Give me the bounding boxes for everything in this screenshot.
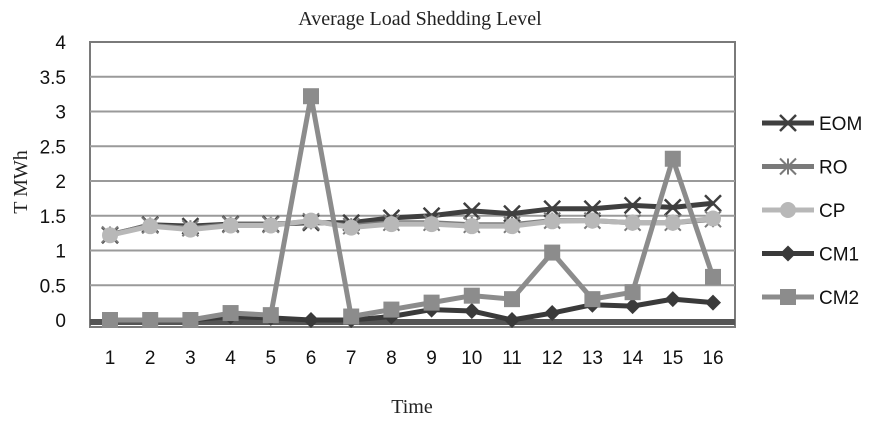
legend-item-cp: CP	[762, 201, 845, 222]
data-point	[102, 227, 118, 244]
series-cm2	[102, 88, 721, 328]
data-point	[383, 301, 400, 318]
y-tick-label: 3.5	[40, 68, 66, 89]
x-tick-label: 7	[346, 348, 357, 369]
data-point	[182, 312, 199, 328]
data-point	[463, 287, 480, 304]
legend: EOM RO CP CM1 CM2	[762, 114, 862, 309]
y-tick-label: 2	[55, 172, 66, 193]
data-point	[303, 312, 319, 328]
data-point	[504, 218, 520, 235]
data-point	[383, 216, 400, 233]
data-point	[343, 308, 360, 325]
data-point	[584, 212, 601, 229]
series-line	[110, 93, 716, 323]
data-point	[182, 221, 199, 238]
x-tick-label: 11	[502, 348, 522, 369]
x-tick-label: 13	[582, 348, 603, 369]
data-point	[663, 198, 682, 217]
data-point	[705, 268, 721, 285]
data-point	[463, 218, 480, 235]
data-point	[222, 217, 239, 234]
y-tick-label: 2.5	[40, 137, 66, 158]
data-point	[423, 216, 440, 233]
legend-label: CM1	[819, 245, 859, 266]
data-point	[664, 214, 681, 231]
data-point	[624, 298, 641, 315]
x-tick-label: 5	[266, 348, 277, 369]
series-cp	[102, 210, 721, 244]
x-tick-label: 4	[225, 348, 236, 369]
data-point	[303, 212, 319, 229]
legend-item-ro: RO	[762, 158, 848, 179]
x-tick-label: 8	[386, 348, 397, 369]
x-tick-label: 14	[622, 348, 644, 369]
series-line	[109, 216, 714, 238]
x-tick-label: 9	[426, 348, 437, 369]
data-point	[779, 157, 797, 176]
data-point	[544, 244, 561, 261]
data-point	[504, 291, 520, 308]
chart-title: Average Load Shedding Level	[298, 8, 542, 30]
data-point	[623, 196, 642, 215]
data-point	[504, 312, 520, 328]
data-point	[624, 284, 641, 301]
data-point	[462, 202, 481, 220]
y-tick-label: 1.5	[40, 207, 66, 228]
data-point	[262, 217, 279, 234]
data-point	[102, 312, 118, 328]
data-point	[780, 245, 796, 262]
data-point	[423, 294, 440, 311]
data-point	[544, 305, 561, 322]
x-tick-label: 15	[662, 348, 683, 369]
legend-item-cm2: CM2	[762, 288, 859, 309]
data-point	[222, 305, 239, 322]
data-point	[780, 289, 796, 305]
data-point	[262, 307, 279, 324]
data-point	[303, 88, 319, 105]
data-point	[705, 210, 721, 227]
data-point	[544, 213, 561, 230]
legend-label: CM2	[819, 288, 859, 309]
legend-item-eom: EOM	[762, 114, 862, 135]
data-point	[705, 294, 721, 311]
data-point	[584, 291, 601, 308]
legend-label: EOM	[819, 114, 862, 135]
data-point	[624, 214, 641, 231]
y-axis-title: T MWh	[10, 150, 32, 214]
y-tick-label: 3	[55, 103, 66, 124]
x-tick-label: 12	[542, 348, 563, 369]
x-tick-label: 16	[702, 348, 723, 369]
data-point	[664, 150, 681, 167]
legend-label: RO	[819, 158, 848, 179]
data-point	[780, 202, 796, 218]
data-point	[142, 312, 159, 328]
legend-item-cm1: CM1	[762, 245, 859, 266]
x-tick-label: 10	[461, 348, 482, 369]
data-point	[343, 219, 360, 236]
data-point	[463, 302, 480, 319]
plot-area-border	[89, 41, 736, 328]
x-tick-label: 1	[105, 348, 116, 369]
data-point	[704, 194, 722, 213]
y-axis-ticks: 0 0.5 1 1.5 2 2.5 3 3.5 4	[40, 33, 67, 332]
y-tick-label: 4	[55, 33, 66, 54]
y-tick-label: 0.5	[40, 276, 66, 297]
y-tick-label: 0	[55, 311, 66, 332]
x-tick-label: 6	[306, 348, 317, 369]
x-tick-label: 2	[145, 348, 156, 369]
y-tick-label: 1	[55, 242, 66, 263]
data-point	[664, 291, 681, 308]
legend-label: CP	[819, 201, 845, 222]
data-point	[779, 114, 797, 132]
x-tick-label: 3	[185, 348, 196, 369]
series-group	[101, 88, 722, 328]
x-axis-title: Time	[391, 396, 433, 418]
data-point	[142, 218, 159, 235]
x-axis-ticks: 1 2 3 4 5 6 7 8 9 10 11 12 13 14 15 16	[105, 348, 724, 369]
